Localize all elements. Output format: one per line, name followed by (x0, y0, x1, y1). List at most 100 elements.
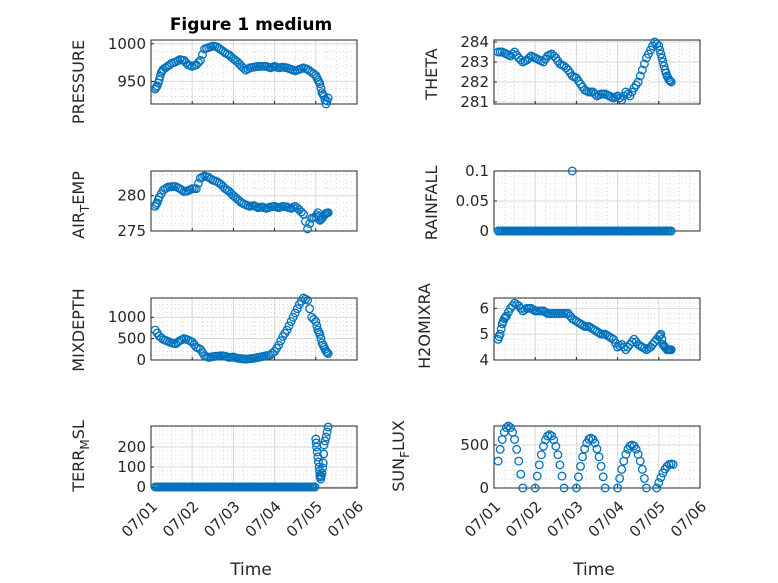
data-point (639, 59, 649, 69)
data-point (508, 301, 517, 311)
data-point (259, 61, 269, 71)
y-tick-label: 6 (479, 299, 489, 317)
data-point (518, 483, 528, 493)
data-point (318, 458, 328, 468)
data-point (247, 201, 257, 211)
data-point (214, 351, 224, 361)
ylabel-rainfall: RAINFALL (422, 166, 441, 241)
data-point (181, 334, 191, 344)
data-point (251, 202, 261, 212)
data-point (323, 422, 333, 432)
data-point (580, 444, 590, 454)
data-point (559, 483, 569, 493)
data-point (551, 441, 561, 451)
data-point (315, 466, 324, 476)
data-point (239, 199, 249, 209)
x-tick-label: 07/05 (283, 498, 326, 541)
x-tick-label: 07/06 (667, 498, 710, 541)
data-point (206, 174, 216, 184)
data-point (623, 89, 633, 99)
data-point (510, 435, 520, 444)
data-point (169, 338, 179, 348)
ylabel-h2omixra: H2OMIXRA (415, 283, 434, 369)
data-point (231, 353, 240, 363)
data-point (292, 304, 302, 314)
data-point (268, 202, 277, 212)
data-point (594, 452, 604, 462)
ylabel-terr-rest: SL (69, 420, 88, 439)
x-tick-label: 07/06 (324, 498, 367, 541)
data-point (206, 42, 216, 52)
data-point (305, 219, 315, 229)
data-point (656, 473, 666, 482)
data-point (494, 332, 504, 342)
y-tick-label: 500 (460, 436, 489, 454)
ylabel-sun-sub: F (398, 451, 412, 458)
y-tick-label: 284 (460, 33, 489, 51)
data-point (301, 294, 310, 304)
data-point (524, 303, 534, 313)
data-point (545, 50, 555, 60)
ylabel-terr-sub: M (78, 439, 92, 449)
data-point (318, 463, 328, 473)
data-point (635, 456, 645, 466)
data-point (506, 423, 515, 433)
data-point (284, 321, 294, 331)
data-point (311, 317, 321, 326)
data-point (235, 354, 245, 363)
data-point (284, 64, 294, 74)
data-point (578, 452, 588, 462)
data-point (536, 56, 546, 66)
data-point (311, 438, 321, 448)
xlabel-time-right: Time (572, 560, 615, 580)
y-tick-label: 0 (136, 351, 146, 369)
y-tick-label: 200 (117, 438, 146, 456)
data-point (665, 76, 675, 86)
data-point (574, 76, 583, 86)
data-point (528, 305, 538, 315)
data-point (619, 342, 629, 352)
data-point (666, 226, 676, 236)
data-point (210, 41, 220, 51)
data-point (576, 461, 585, 471)
data-point (272, 62, 282, 72)
data-point (320, 436, 330, 446)
data-point (222, 352, 232, 362)
data-point (276, 63, 286, 72)
data-point (532, 306, 542, 316)
xlabel-time-left: Time (229, 560, 272, 580)
data-point (263, 203, 273, 213)
data-point (243, 64, 253, 74)
axes-border (493, 425, 701, 489)
data-point (316, 334, 326, 344)
data-point (637, 65, 647, 75)
data-point (602, 90, 612, 100)
data-point (259, 203, 269, 213)
data-point (600, 483, 610, 493)
data-point (255, 352, 265, 362)
data-point (247, 354, 257, 363)
y-tick-label: 0 (479, 222, 489, 240)
data-point (644, 49, 653, 59)
data-point (536, 306, 546, 316)
data-point (524, 53, 534, 63)
data-point (151, 82, 161, 92)
data-point (621, 449, 631, 459)
data-point (495, 444, 505, 454)
axes-border (493, 39, 701, 105)
data-point (185, 61, 195, 71)
data-point (536, 450, 546, 460)
y-tick-label: 281 (460, 93, 489, 111)
data-point (635, 71, 645, 81)
data-point (553, 450, 563, 460)
data-point (177, 185, 187, 195)
subplot-6: 4 5 6 (479, 297, 701, 369)
data-point (661, 68, 671, 78)
data-point (322, 348, 332, 357)
data-point (541, 307, 550, 317)
data-point (157, 66, 167, 76)
data-point (641, 483, 651, 493)
data-point (312, 447, 322, 457)
data-point (661, 343, 671, 353)
